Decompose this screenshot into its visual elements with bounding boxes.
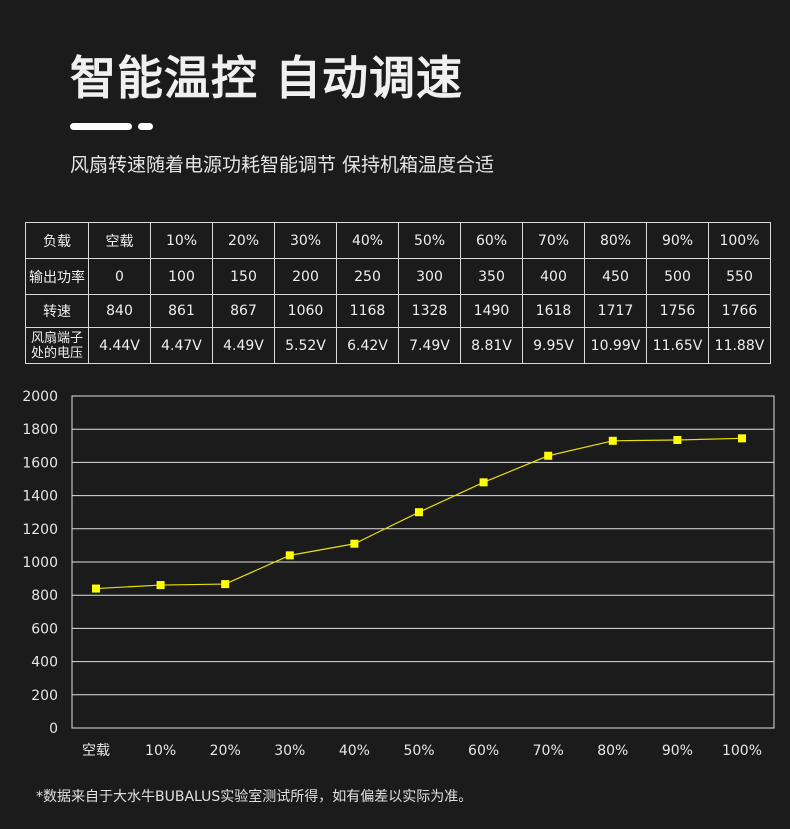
table-cell: 100 — [150, 258, 213, 295]
table-cell: 4.44V — [88, 327, 151, 364]
data-point — [738, 434, 746, 443]
table-cell: 空载 — [88, 222, 151, 259]
data-point — [156, 581, 165, 590]
table-cell: 250 — [336, 258, 399, 295]
table-cell: 1618 — [522, 294, 585, 328]
table-cell: 70% — [522, 222, 585, 259]
data-point — [479, 478, 488, 487]
table-cell: 840 — [88, 294, 151, 328]
row-label: 风扇端子处的电压 — [25, 327, 89, 364]
row-label: 负载 — [25, 222, 89, 259]
table-row: 风扇端子处的电压 4.44V 4.47V 4.49V 5.52V 6.42V 7.49V 8.… — [25, 327, 771, 364]
table-cell: 10.99V — [584, 327, 647, 364]
table-cell: 90% — [646, 222, 709, 259]
data-point — [221, 580, 230, 589]
x-tick-label: 40% — [339, 743, 370, 759]
y-tick-label: 800 — [31, 588, 58, 604]
data-point — [285, 551, 294, 560]
y-tick-label: 1600 — [22, 455, 58, 471]
row-label: 输出功率 — [25, 258, 89, 295]
y-tick-label: 200 — [31, 688, 58, 704]
table-cell: 60% — [460, 222, 523, 259]
table-cell: 861 — [150, 294, 213, 328]
y-tick-label: 1400 — [22, 489, 58, 505]
table-cell: 4.49V — [212, 327, 275, 364]
table-cell: 9.95V — [522, 327, 585, 364]
row-label: 转速 — [25, 294, 89, 328]
x-tick-label: 10% — [145, 743, 176, 759]
table-cell: 5.52V — [274, 327, 337, 364]
table-cell: 11.88V — [708, 327, 771, 364]
x-tick-label: 80% — [597, 743, 628, 759]
table-cell: 1060 — [274, 294, 337, 328]
table-cell: 1168 — [336, 294, 399, 328]
table-cell: 40% — [336, 222, 399, 259]
table-cell: 350 — [460, 258, 523, 295]
y-tick-label: 1200 — [22, 522, 58, 538]
x-tick-label: 100% — [722, 743, 762, 759]
table-cell: 450 — [584, 258, 647, 295]
title-underline-short — [138, 123, 153, 130]
table-cell: 1756 — [646, 294, 709, 328]
table-cell: 100% — [708, 222, 771, 259]
page-title: 智能温控 自动调速 — [70, 51, 464, 105]
table-cell: 400 — [522, 258, 585, 295]
data-point — [544, 451, 553, 460]
data-point — [608, 436, 617, 445]
table-cell: 300 — [398, 258, 461, 295]
table-cell: 50% — [398, 222, 461, 259]
table-cell: 1717 — [584, 294, 647, 328]
table-cell: 11.65V — [646, 327, 709, 364]
table-cell: 867 — [212, 294, 275, 328]
table-cell: 550 — [708, 258, 771, 295]
table-cell: 6.42V — [336, 327, 399, 364]
y-tick-label: 1800 — [22, 422, 58, 438]
spec-table: 负载 空载 10% 20% 30% 40% 50% 60% 70% 80% 90% 100% 输出功率 0… — [25, 222, 771, 364]
table-cell: 10% — [150, 222, 213, 259]
table-cell: 30% — [274, 222, 337, 259]
x-tick-label: 空载 — [82, 743, 110, 759]
table-cell: 500 — [646, 258, 709, 295]
table-row: 转速 840 861 867 1060 1168 1328 1490 1618 1717 1756 1… — [25, 294, 771, 328]
y-tick-label: 2000 — [22, 389, 58, 405]
table-cell: 1490 — [460, 294, 523, 328]
data-point — [673, 435, 682, 444]
x-tick-label: 70% — [533, 743, 564, 759]
x-tick-label: 30% — [274, 743, 305, 759]
data-point — [415, 508, 423, 517]
table-row: 输出功率 0 100 150 200 250 300 350 400 450 500 550 — [25, 258, 771, 295]
speed-line-chart: 0 200 400 600 800 1000 1200 1400 1600 1800 2000 空载 1… — [22, 389, 775, 759]
table-cell: 0 — [88, 258, 151, 295]
y-tick-label: 600 — [31, 621, 58, 637]
x-tick-label: 50% — [403, 743, 434, 759]
table-cell: 7.49V — [398, 327, 461, 364]
table-cell: 8.81V — [460, 327, 523, 364]
table-cell: 200 — [274, 258, 337, 295]
table-row: 负载 空载 10% 20% 30% 40% 50% 60% 70% 80% 90% 100% — [25, 222, 771, 259]
y-tick-label: 400 — [31, 655, 58, 671]
y-tick-label: 0 — [49, 721, 58, 737]
x-tick-label: 90% — [662, 743, 693, 759]
x-tick-label: 20% — [210, 743, 241, 759]
table-cell: 20% — [212, 222, 275, 259]
table-cell: 1328 — [398, 294, 461, 328]
y-tick-label: 1000 — [22, 555, 58, 571]
x-tick-label: 60% — [468, 743, 499, 759]
table-cell: 150 — [212, 258, 275, 295]
table-cell: 80% — [584, 222, 647, 259]
table-cell: 4.47V — [150, 327, 213, 364]
title-underline-long — [70, 123, 132, 130]
footnote: *数据来自于大水牛BUBALUS实验室测试所得，如有偏差以实际为准。 — [36, 789, 473, 805]
page-subtitle: 风扇转速随着电源功耗智能调节 保持机箱温度合适 — [70, 154, 495, 176]
data-point — [92, 584, 100, 593]
data-point — [350, 539, 359, 548]
table-cell: 1766 — [708, 294, 771, 328]
